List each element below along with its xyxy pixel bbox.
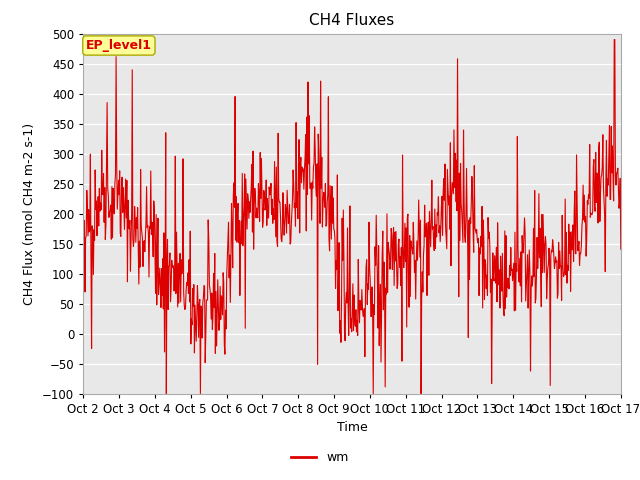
Legend: wm: wm: [286, 446, 354, 469]
X-axis label: Time: Time: [337, 421, 367, 434]
Text: EP_level1: EP_level1: [86, 39, 152, 52]
Y-axis label: CH4 Flux (nmol CH4 m-2 s-1): CH4 Flux (nmol CH4 m-2 s-1): [24, 122, 36, 305]
Title: CH4 Fluxes: CH4 Fluxes: [309, 13, 395, 28]
